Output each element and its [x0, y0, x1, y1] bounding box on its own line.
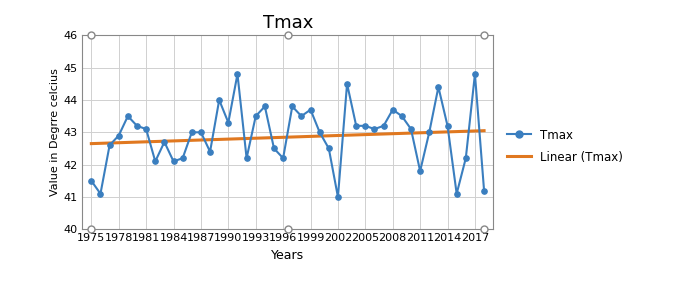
Tmax [242, 156, 251, 160]
Tmax [297, 114, 306, 118]
Tmax [462, 156, 470, 160]
Linear (Tmax) [151, 140, 160, 143]
Tmax [334, 195, 342, 199]
Tmax [343, 82, 351, 86]
Tmax [416, 169, 424, 173]
Linear (Tmax) [434, 131, 443, 134]
Linear (Tmax) [242, 137, 251, 140]
Tmax [261, 105, 269, 108]
Linear (Tmax) [124, 141, 132, 144]
Linear (Tmax) [270, 136, 278, 139]
Tmax [398, 114, 406, 118]
Tmax [124, 114, 132, 118]
Tmax [425, 131, 434, 134]
Linear (Tmax) [87, 142, 95, 145]
Linear (Tmax) [160, 139, 169, 143]
Tmax [215, 98, 223, 102]
Tmax [270, 147, 278, 150]
Linear (Tmax) [197, 138, 205, 142]
Tmax [179, 156, 187, 160]
Tmax [105, 143, 114, 147]
Tmax [251, 114, 260, 118]
Legend: Tmax, Linear (Tmax): Tmax, Linear (Tmax) [508, 128, 623, 164]
Linear (Tmax) [215, 138, 223, 141]
Tmax [306, 108, 314, 111]
Linear (Tmax) [325, 134, 333, 138]
Linear (Tmax) [306, 135, 314, 138]
Linear (Tmax) [407, 131, 415, 135]
Linear (Tmax) [251, 136, 260, 140]
Linear (Tmax) [288, 135, 297, 139]
Tmax [288, 105, 297, 108]
Linear (Tmax) [371, 133, 379, 136]
Linear (Tmax) [361, 133, 369, 136]
Linear (Tmax) [334, 134, 342, 137]
Tmax [480, 189, 488, 192]
Tmax [197, 131, 205, 134]
Tmax [151, 160, 160, 163]
Linear (Tmax) [105, 141, 114, 145]
Tmax [142, 127, 150, 131]
Tmax [379, 124, 388, 128]
Tmax [97, 192, 105, 196]
Tmax [234, 72, 242, 76]
Linear (Tmax) [261, 136, 269, 140]
Linear (Tmax) [142, 140, 150, 143]
Linear (Tmax) [416, 131, 424, 135]
Linear (Tmax) [388, 132, 397, 136]
Linear (Tmax) [133, 140, 141, 144]
Tmax [443, 124, 451, 128]
Tmax [114, 134, 123, 137]
Linear (Tmax) [443, 130, 451, 134]
Tmax [279, 156, 287, 160]
Tmax [160, 140, 169, 144]
Linear (Tmax) [224, 137, 232, 141]
Linear (Tmax) [188, 138, 196, 142]
Tmax [371, 127, 379, 131]
Linear (Tmax) [379, 132, 388, 136]
Linear (Tmax) [425, 131, 434, 134]
Tmax [388, 108, 397, 111]
Linear (Tmax) [453, 130, 461, 133]
Linear (Tmax) [343, 133, 351, 137]
Linear (Tmax) [206, 138, 214, 141]
Linear (Tmax) [297, 135, 306, 138]
Tmax [133, 124, 141, 128]
Linear (Tmax) [179, 139, 187, 142]
X-axis label: Years: Years [271, 249, 304, 262]
Linear (Tmax) [279, 136, 287, 139]
Tmax [361, 124, 369, 128]
Tmax [169, 160, 177, 163]
Tmax [316, 131, 324, 134]
Line: Tmax: Tmax [88, 71, 487, 200]
Tmax [325, 147, 333, 150]
Title: Tmax: Tmax [262, 14, 313, 32]
Linear (Tmax) [169, 139, 177, 143]
Linear (Tmax) [462, 130, 470, 133]
Linear (Tmax) [480, 129, 488, 132]
Linear (Tmax) [234, 137, 242, 141]
Linear (Tmax) [316, 134, 324, 138]
Y-axis label: Value in Degrre celcius: Value in Degrre celcius [49, 69, 60, 196]
Linear (Tmax) [114, 141, 123, 144]
Tmax [352, 124, 360, 128]
Linear (Tmax) [352, 133, 360, 137]
Tmax [188, 131, 196, 134]
Tmax [206, 150, 214, 153]
Line: Linear (Tmax): Linear (Tmax) [91, 131, 484, 143]
Tmax [87, 179, 95, 183]
Tmax [434, 85, 443, 89]
Tmax [407, 127, 415, 131]
Linear (Tmax) [97, 141, 105, 145]
Tmax [453, 192, 461, 196]
Tmax [471, 72, 479, 76]
Linear (Tmax) [398, 132, 406, 135]
Tmax [224, 121, 232, 124]
Linear (Tmax) [471, 129, 479, 133]
